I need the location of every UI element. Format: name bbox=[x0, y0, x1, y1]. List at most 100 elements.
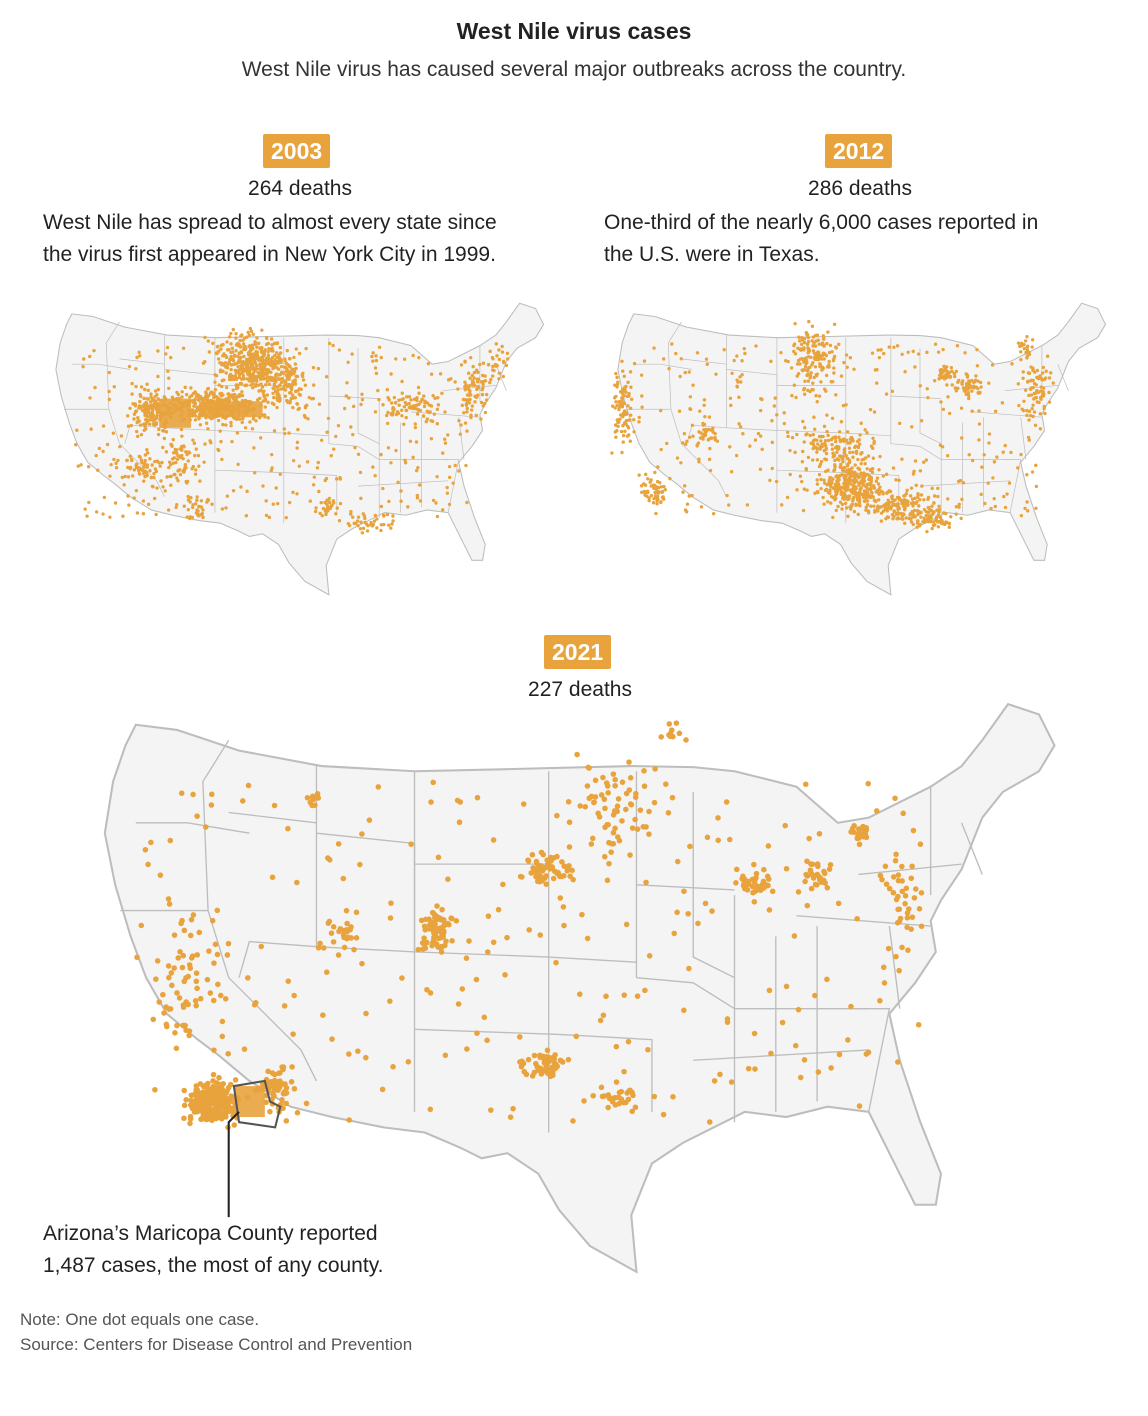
case-dot bbox=[224, 1100, 231, 1107]
case-dot bbox=[1021, 376, 1025, 380]
case-dot bbox=[806, 348, 811, 352]
case-dot bbox=[975, 347, 979, 352]
case-dot bbox=[899, 888, 906, 895]
case-dot bbox=[663, 487, 668, 492]
case-dot bbox=[166, 369, 170, 373]
case-dot bbox=[901, 512, 905, 516]
case-dot bbox=[286, 369, 290, 373]
case-dot bbox=[502, 360, 506, 365]
case-dot bbox=[699, 505, 704, 509]
case-dot bbox=[476, 377, 481, 381]
case-dot bbox=[652, 766, 658, 772]
case-dot bbox=[621, 992, 628, 998]
case-dot bbox=[451, 481, 455, 485]
case-dot bbox=[197, 504, 201, 509]
case-dot bbox=[190, 912, 197, 918]
case-dot bbox=[245, 367, 249, 371]
case-dot bbox=[465, 410, 469, 414]
case-dot bbox=[186, 494, 190, 499]
case-dot bbox=[627, 391, 631, 396]
case-dot bbox=[208, 802, 215, 808]
case-dot bbox=[229, 342, 233, 346]
case-dot bbox=[665, 441, 669, 446]
case-dot bbox=[766, 907, 773, 913]
case-dot bbox=[320, 1012, 326, 1018]
case-dot bbox=[389, 372, 393, 376]
case-dot bbox=[927, 505, 931, 510]
case-dot bbox=[835, 900, 842, 907]
case-dot bbox=[229, 331, 233, 336]
case-dot bbox=[886, 885, 893, 892]
case-dot bbox=[741, 432, 745, 436]
case-dot bbox=[604, 783, 611, 789]
case-dot bbox=[164, 418, 168, 423]
case-dot bbox=[831, 515, 835, 520]
case-dot bbox=[656, 491, 661, 495]
case-dot bbox=[401, 397, 405, 401]
case-dot bbox=[247, 400, 252, 404]
case-dot bbox=[824, 444, 828, 448]
case-dot bbox=[143, 453, 148, 457]
case-dot bbox=[147, 422, 152, 426]
case-dot bbox=[887, 345, 891, 349]
case-dot bbox=[474, 413, 478, 418]
case-dot bbox=[192, 1108, 198, 1115]
case-dot bbox=[235, 416, 239, 420]
case-dot bbox=[138, 399, 142, 404]
case-dot bbox=[162, 429, 166, 433]
case-dot bbox=[872, 439, 876, 444]
case-dot bbox=[708, 468, 713, 473]
case-dot bbox=[189, 496, 193, 500]
case-dot bbox=[558, 873, 565, 880]
case-dot bbox=[155, 393, 159, 397]
case-dot bbox=[869, 480, 873, 484]
case-dot bbox=[517, 1059, 523, 1065]
case-dot bbox=[822, 344, 826, 348]
case-dot bbox=[818, 447, 823, 451]
case-dot bbox=[500, 881, 506, 888]
case-dot bbox=[623, 806, 629, 813]
case-dot bbox=[440, 929, 447, 936]
case-dot bbox=[845, 488, 850, 492]
case-dot bbox=[219, 391, 224, 396]
case-dot bbox=[1025, 408, 1029, 413]
case-dot bbox=[182, 445, 186, 449]
case-dot bbox=[497, 377, 501, 381]
case-dot bbox=[870, 446, 875, 450]
case-dot bbox=[142, 422, 146, 426]
case-dot bbox=[1028, 387, 1033, 391]
case-dot bbox=[613, 1079, 620, 1085]
case-dot bbox=[445, 876, 451, 882]
case-dot bbox=[613, 1043, 620, 1050]
case-dot bbox=[220, 378, 225, 383]
state-border bbox=[890, 395, 942, 399]
case-dot bbox=[813, 333, 818, 338]
case-dot bbox=[675, 456, 680, 460]
case-dot bbox=[468, 376, 472, 380]
case-dot bbox=[987, 441, 991, 445]
case-dot bbox=[230, 393, 234, 397]
case-dot bbox=[740, 359, 744, 363]
case-dot bbox=[186, 962, 193, 968]
case-dot bbox=[605, 1104, 611, 1111]
case-dot bbox=[628, 370, 633, 374]
case-dot bbox=[526, 927, 532, 933]
case-dot bbox=[770, 440, 774, 445]
case-dot bbox=[902, 498, 907, 502]
case-dot bbox=[280, 376, 284, 381]
case-dot bbox=[177, 948, 183, 955]
case-dot bbox=[130, 392, 134, 396]
case-dot bbox=[959, 406, 964, 410]
case-dot bbox=[165, 896, 172, 902]
case-dot bbox=[838, 500, 843, 504]
case-dot bbox=[448, 915, 455, 922]
case-dot bbox=[463, 955, 470, 961]
case-dot bbox=[646, 477, 650, 481]
state-border bbox=[228, 811, 317, 824]
case-dot bbox=[674, 351, 678, 356]
case-dot bbox=[150, 484, 155, 489]
case-dot bbox=[621, 369, 625, 373]
case-dot bbox=[544, 1060, 551, 1066]
case-dot bbox=[382, 522, 386, 527]
case-dot bbox=[142, 846, 149, 853]
